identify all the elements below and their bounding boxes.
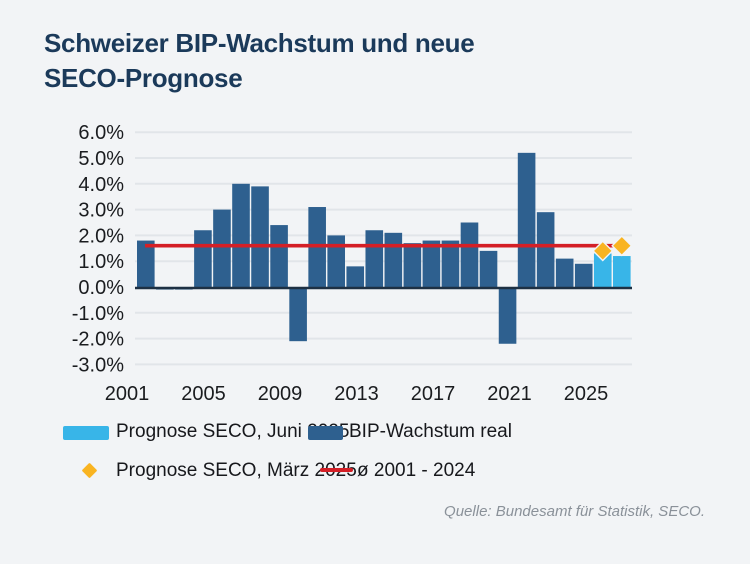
bar-2013 xyxy=(365,230,384,287)
bar-2024 xyxy=(574,263,593,287)
diamond-2025 xyxy=(592,240,614,262)
source-credit: Quelle: Bundesamt für Statistik, SECO. xyxy=(444,503,705,520)
bar-2021 xyxy=(517,152,536,287)
x-axis-labels: 2001 2005 2009 2013 2017 2021 2025 xyxy=(105,383,609,405)
legend-label-forecast-march: Prognose SECO, März 2025 xyxy=(116,460,357,481)
x-tick-2025: 2025 xyxy=(564,383,609,405)
x-tick-2013: 2013 xyxy=(334,383,379,405)
bar-2026 xyxy=(613,256,631,287)
legend-label-forecast-june: Prognose SECO, Juni 2025 xyxy=(116,421,350,442)
chart-title: Schweizer BIP-Wachstum und neue SECO-Prog… xyxy=(44,26,684,96)
bar-2004 xyxy=(194,230,212,287)
y-tick-4.0%: 4.0% xyxy=(78,174,124,196)
bars xyxy=(137,152,631,344)
bar-2022 xyxy=(536,212,555,287)
x-tick-2021: 2021 xyxy=(487,383,532,405)
x-tick-2001: 2001 xyxy=(105,383,150,405)
x-tick-2009: 2009 xyxy=(258,383,303,405)
y-tick-2.0%: 2.0% xyxy=(78,225,124,247)
y-tick-1.0%: 1.0% xyxy=(78,251,124,273)
legend-swatch-forecast-june xyxy=(63,426,109,440)
forecast-diamonds xyxy=(592,235,633,262)
bar-2001 xyxy=(137,240,155,287)
bar-2008 xyxy=(270,225,288,287)
bar-2025 xyxy=(593,253,612,287)
y-tick--1.0%: -1.0% xyxy=(72,303,124,325)
bar-2015 xyxy=(403,243,422,287)
bar-2018 xyxy=(460,222,479,287)
y-tick--2.0%: -2.0% xyxy=(72,329,124,351)
legend-diamond-icon xyxy=(81,462,98,479)
bar-2014 xyxy=(384,232,403,287)
bar-2017 xyxy=(441,240,460,287)
y-tick-6.0%: 6.0% xyxy=(78,122,124,144)
title-line-2: SECO-Prognose xyxy=(44,63,243,93)
y-tick-3.0%: 3.0% xyxy=(78,200,124,222)
bar-2007 xyxy=(251,186,269,287)
y-axis-labels: 6.0% 5.0% 4.0% 3.0% 2.0% 1.0% 0.0% -1.0% -2.0% -3… xyxy=(72,122,124,376)
bar-2023 xyxy=(555,258,574,287)
legend-swatch-real xyxy=(308,426,343,440)
x-tick-2005: 2005 xyxy=(181,383,226,405)
legend-label-average: ø 2001 - 2024 xyxy=(357,460,476,481)
legend-label-real: BIP-Wachstum real xyxy=(349,421,512,442)
bar-2009 xyxy=(289,287,307,342)
x-tick-2017: 2017 xyxy=(411,383,456,405)
bar-2011 xyxy=(327,235,345,287)
bar-2016 xyxy=(422,240,441,287)
title-line-1: Schweizer BIP-Wachstum und neue xyxy=(44,28,475,58)
bar-2019 xyxy=(479,250,498,287)
bar-2005 xyxy=(213,209,231,287)
bar-2012 xyxy=(346,266,365,287)
diamond-2026 xyxy=(611,235,633,257)
y-tick--3.0%: -3.0% xyxy=(72,354,124,376)
bar-2006 xyxy=(232,183,250,287)
y-tick-5.0%: 5.0% xyxy=(78,148,124,170)
legend-average-line-icon xyxy=(320,468,353,472)
gdp-bar-chart: 6.0% 5.0% 4.0% 3.0% 2.0% 1.0% 0.0% -1.0% -2.0% -3… xyxy=(72,122,633,405)
bar-2020 xyxy=(498,287,517,344)
y-tick-0.0%: 0.0% xyxy=(78,277,124,299)
